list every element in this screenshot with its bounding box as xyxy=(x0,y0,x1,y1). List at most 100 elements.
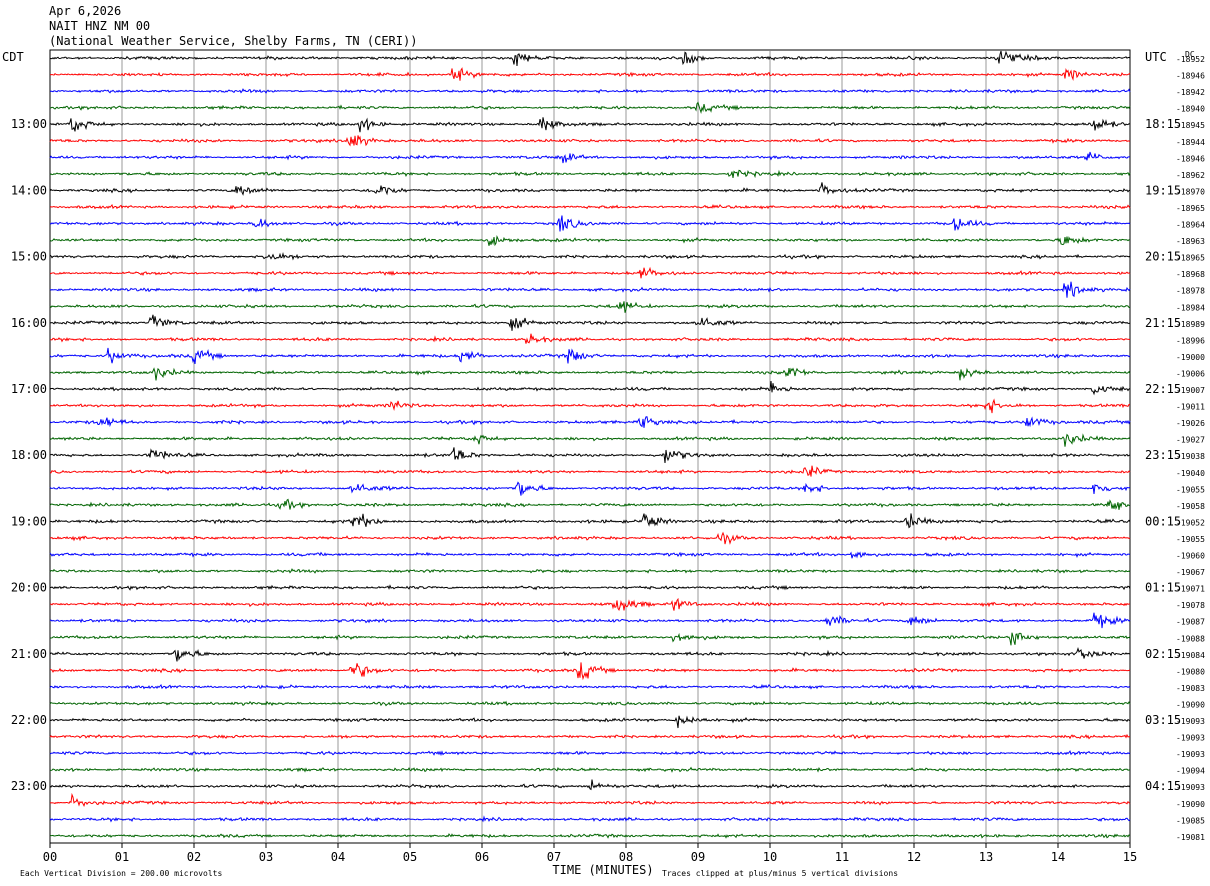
dc-header-label: DC xyxy=(1185,50,1195,59)
dc-offset-label: -19026 xyxy=(1176,419,1205,428)
dc-offset-label: -19027 xyxy=(1176,436,1205,445)
x-tick-label: 14 xyxy=(1051,850,1065,864)
cdt-hour-label: 14:00 xyxy=(11,183,47,197)
cdt-hour-label: 17:00 xyxy=(11,382,47,396)
trace-line xyxy=(49,715,1131,729)
dc-offset-label: -18945 xyxy=(1176,121,1205,130)
trace-line xyxy=(49,481,1131,496)
utc-hour-label: 19:15 xyxy=(1145,183,1181,197)
trace-line xyxy=(49,833,1131,839)
utc-hour-label: 22:15 xyxy=(1145,382,1181,396)
dc-offset-label: -19080 xyxy=(1176,667,1205,676)
trace-line xyxy=(49,662,1131,681)
cdt-hour-label: 15:00 xyxy=(11,250,47,264)
dc-offset-label: -19093 xyxy=(1176,750,1205,759)
dc-offset-label: -19084 xyxy=(1176,651,1205,660)
cdt-hour-label: 21:00 xyxy=(11,647,47,661)
x-tick-label: 11 xyxy=(835,850,849,864)
x-tick-label: 13 xyxy=(979,850,993,864)
dc-offset-label: -19083 xyxy=(1176,684,1205,693)
dc-offset-label: -19090 xyxy=(1176,700,1205,709)
trace-line xyxy=(49,568,1131,574)
trace-line xyxy=(49,50,1131,67)
dc-offset-label: -18944 xyxy=(1176,138,1205,147)
x-axis-title: TIME (MINUTES) xyxy=(552,863,653,877)
trace-line xyxy=(49,135,1131,147)
x-tick-label: 12 xyxy=(907,850,921,864)
dc-offset-label: -19094 xyxy=(1176,767,1205,776)
utc-hour-label: 00:15 xyxy=(1145,514,1181,528)
dc-offset-label: -19087 xyxy=(1176,618,1205,627)
trace-line xyxy=(49,433,1131,447)
trace-line xyxy=(49,367,1131,381)
x-tick-label: 02 xyxy=(187,850,201,864)
cdt-label: CDT xyxy=(2,50,24,64)
plot-date: Apr 6,2026 xyxy=(49,4,122,18)
dc-offset-label: -18962 xyxy=(1176,171,1205,180)
station-title: NAIT HNZ NM 00 xyxy=(49,19,151,33)
trace-line xyxy=(49,266,1131,279)
dc-offset-label: -19078 xyxy=(1176,601,1205,610)
trace-line xyxy=(49,646,1131,662)
utc-hour-label: 23:15 xyxy=(1145,448,1181,462)
x-tick-label: 01 xyxy=(115,850,129,864)
trace-line xyxy=(49,792,1131,807)
plot-frame xyxy=(49,49,1131,844)
dc-offset-label: -19093 xyxy=(1176,734,1205,743)
dc-offset-label: -19060 xyxy=(1176,552,1205,561)
trace-line xyxy=(49,416,1131,428)
trace-line xyxy=(49,203,1131,210)
dc-offset-label: -19040 xyxy=(1176,469,1205,478)
trace-line xyxy=(49,380,1131,396)
cdt-hour-label: 22:00 xyxy=(11,713,47,727)
dc-offset-label: -18978 xyxy=(1176,287,1205,296)
dc-offset-label: -18952 xyxy=(1176,55,1205,64)
dc-offset-label: -19006 xyxy=(1176,369,1205,378)
x-tick-label: 04 xyxy=(331,850,345,864)
scale-note: Each Vertical Division = 200.00 microvol… xyxy=(20,869,222,878)
dc-offset-label: -19055 xyxy=(1176,485,1205,494)
dc-offset-label: -18996 xyxy=(1176,336,1205,345)
dc-offset-label: -18963 xyxy=(1176,237,1205,246)
trace-line xyxy=(49,151,1130,164)
x-tick-label: 10 xyxy=(763,850,777,864)
trace-line xyxy=(49,182,1131,196)
dc-offset-label: -19055 xyxy=(1176,535,1205,544)
trace-line xyxy=(49,252,1131,261)
dc-offset-label: -19067 xyxy=(1176,568,1205,577)
trace-line xyxy=(49,584,1131,591)
utc-hour-label: 03:15 xyxy=(1145,713,1181,727)
utc-hour-label: 20:15 xyxy=(1145,250,1181,264)
utc-hour-label: 01:15 xyxy=(1145,581,1181,595)
trace-line xyxy=(49,117,1131,133)
cdt-hour-label: 19:00 xyxy=(11,514,47,528)
trace-line xyxy=(49,235,1131,247)
trace-line xyxy=(49,314,1131,331)
trace-line xyxy=(49,531,1131,545)
trace-line xyxy=(49,551,1131,559)
dc-offset-label: -18989 xyxy=(1176,320,1205,329)
utc-hour-label: 18:15 xyxy=(1145,117,1181,131)
trace-line xyxy=(49,88,1131,94)
x-tick-label: 03 xyxy=(259,850,273,864)
x-tick-label: 08 xyxy=(619,850,633,864)
utc-label: UTC xyxy=(1145,50,1167,64)
trace-line xyxy=(49,101,1131,114)
x-tick-label: 15 xyxy=(1123,850,1137,864)
trace-line xyxy=(49,766,1131,773)
dc-offset-label: -19007 xyxy=(1176,386,1205,395)
dc-offset-label: -18946 xyxy=(1176,154,1205,163)
dc-offset-label: -19090 xyxy=(1176,800,1205,809)
trace-line xyxy=(49,281,1131,298)
dc-offset-label: -18940 xyxy=(1176,105,1205,114)
dc-offset-label: -18964 xyxy=(1176,221,1205,230)
cdt-hour-label: 16:00 xyxy=(11,316,47,330)
station-location: (National Weather Service, Shelby Farms,… xyxy=(49,34,418,48)
dc-offset-label: -19085 xyxy=(1176,816,1205,825)
trace-line xyxy=(49,333,1131,344)
dc-offset-label: -19081 xyxy=(1176,833,1205,842)
dc-offset-label: -19038 xyxy=(1176,452,1205,461)
dc-offset-label: -19088 xyxy=(1176,634,1205,643)
dc-offset-label: -19071 xyxy=(1176,585,1205,594)
